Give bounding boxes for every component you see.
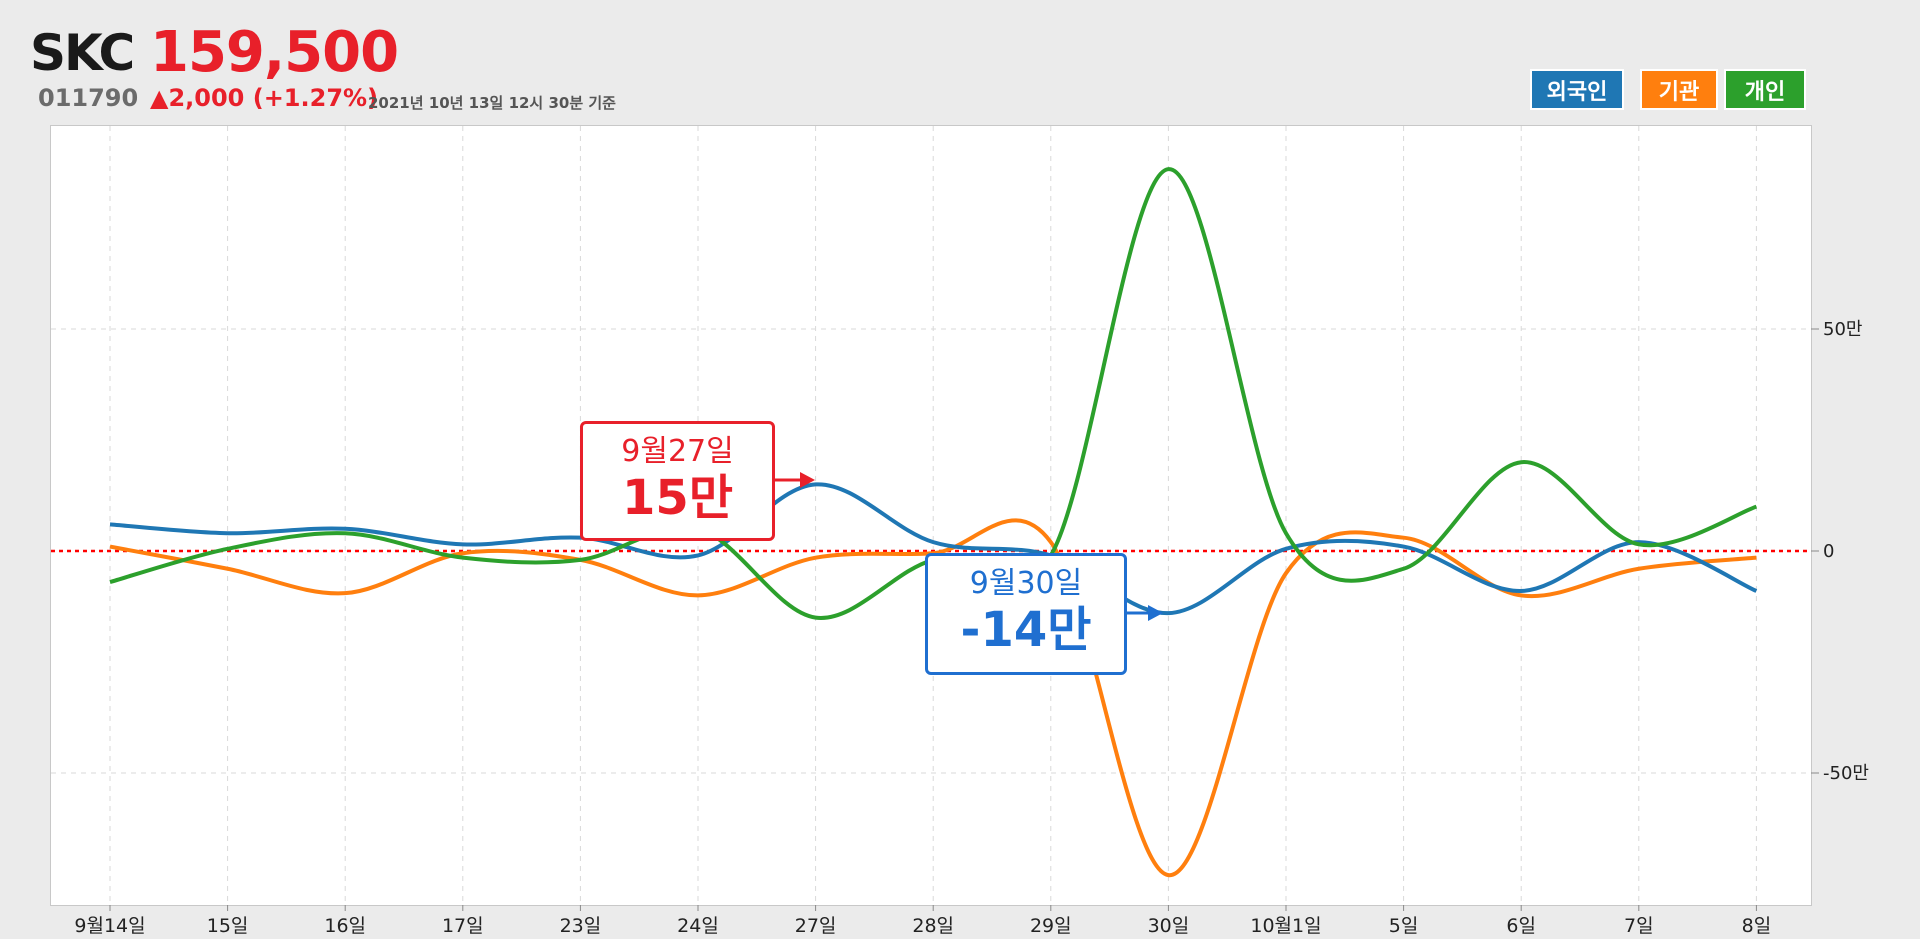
callout-min-value: -14만	[960, 602, 1092, 658]
x-tick-label: 15일	[207, 915, 249, 937]
callout-min-date: 9월30일	[969, 566, 1083, 601]
stock-price: 159,500	[150, 20, 399, 85]
price-change: ▲2,000 (+1.27%)	[150, 84, 379, 112]
timestamp: 2021년 10년 13일 12시 30분 기준	[368, 94, 616, 112]
x-tick-label: 23일	[560, 915, 602, 937]
legend-individual-label: 개인	[1744, 79, 1786, 105]
x-tick-label: 6일	[1506, 915, 1536, 937]
legend-foreign[interactable]: 외국인	[1530, 69, 1624, 110]
series-line-foreign	[109, 482, 1758, 616]
x-tick-label: 10월1일	[1250, 915, 1321, 937]
x-tick-label: 8일	[1742, 915, 1772, 937]
callout-max: 9월27일 15만	[580, 421, 775, 541]
callout-max-date: 9월27일	[621, 434, 734, 469]
x-tick-label: 16일	[324, 915, 366, 937]
header: SKC 159,500 011790 ▲2,000 (+1.27%) 2021년…	[0, 0, 1920, 125]
callout-min-arrowhead	[1148, 605, 1163, 621]
series-line-institution	[109, 518, 1757, 878]
x-tick-label: 27일	[795, 915, 837, 937]
x-tick-label: 7일	[1624, 915, 1654, 937]
y-tick-label: -50만	[1823, 763, 1869, 784]
stock-code: 011790	[38, 84, 139, 112]
legend-institution-label: 기관	[1658, 79, 1700, 105]
callout-max-arrowhead	[800, 472, 815, 488]
x-tick-label: 29일	[1030, 915, 1072, 937]
plot-area	[50, 125, 1812, 906]
y-tick-label: 0	[1823, 541, 1834, 562]
x-tick-label: 24일	[677, 915, 719, 937]
legend-individual[interactable]: 개인	[1724, 69, 1806, 110]
x-tick-label: 30일	[1148, 915, 1190, 937]
callout-min: 9월30일 -14만	[925, 553, 1127, 675]
x-tick-label: 9월14일	[74, 915, 145, 937]
x-tick-label: 28일	[912, 915, 954, 937]
legend-institution[interactable]: 기관	[1640, 69, 1718, 110]
x-tick-label: 5일	[1389, 915, 1419, 937]
callout-max-value: 15만	[622, 470, 733, 526]
x-tick-label: 17일	[442, 915, 484, 937]
y-tick-label: 50만	[1823, 319, 1862, 340]
legend-foreign-label: 외국인	[1546, 79, 1608, 105]
stock-name: SKC	[30, 24, 135, 82]
